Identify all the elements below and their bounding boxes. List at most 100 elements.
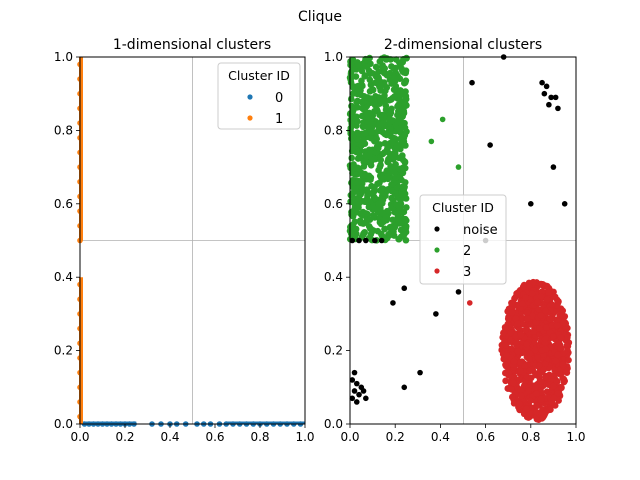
axes-1d-ytick-label: 1.0 xyxy=(54,50,73,64)
cluster-3-point xyxy=(558,384,565,392)
cluster-3-point xyxy=(507,329,515,337)
cluster-2-point xyxy=(359,123,367,131)
cluster-2-point xyxy=(388,181,395,189)
cluster-3-point xyxy=(523,405,531,413)
cluster-3-point xyxy=(523,340,531,348)
cluster-2-point xyxy=(368,182,375,190)
cluster-3-point xyxy=(529,278,537,286)
axes-2d-point-noise xyxy=(363,237,369,244)
cluster-2-point xyxy=(353,98,360,106)
cluster-3-point xyxy=(530,328,538,335)
cluster-3-point xyxy=(525,387,533,395)
cluster-3-point xyxy=(537,395,545,403)
cluster-2-point xyxy=(371,155,379,163)
cluster-3-point xyxy=(523,308,531,316)
cluster-2-point xyxy=(381,92,388,99)
axes-2d-point-noise xyxy=(351,388,358,394)
axes-2d-point-noise xyxy=(372,237,378,244)
cluster-3-point xyxy=(514,348,522,355)
cluster-3-point xyxy=(546,315,554,323)
axes-2d-legend-box xyxy=(419,194,507,285)
cluster-2-point xyxy=(374,127,382,135)
cluster-2-point xyxy=(379,62,386,69)
figure-suptitle: Clique xyxy=(298,9,342,25)
axes-1d-ytick-label: 0.2 xyxy=(54,344,73,358)
cluster-3-point xyxy=(532,383,539,391)
cluster-3-point xyxy=(508,309,516,316)
axes-2d-point-noise xyxy=(353,399,360,405)
cluster-3-point xyxy=(517,386,525,394)
cluster-3-point xyxy=(550,394,558,402)
cluster-2-point xyxy=(354,148,362,156)
axes-2d-point-noise xyxy=(552,94,559,101)
axes-2d-point-noise xyxy=(349,395,356,402)
cluster-3-point xyxy=(554,390,561,398)
cluster-3-point xyxy=(536,362,543,370)
axes-2d-point-noise xyxy=(363,395,369,402)
cluster-2-point xyxy=(379,150,387,158)
cluster-3-point xyxy=(548,322,556,329)
axes-2d-xtick-label: 0.2 xyxy=(386,430,405,444)
cluster-2-point xyxy=(357,169,365,176)
axes-2d-point-noise xyxy=(390,300,396,306)
cluster-2-point xyxy=(392,56,400,63)
axes-1d-xtick-label: 0.0 xyxy=(70,430,89,444)
cluster-3-point xyxy=(542,374,550,381)
cluster-2-point xyxy=(369,86,377,94)
axes-1d-xticks: 0.0 0.2 0.4 0.6 0.8 1.0 xyxy=(70,424,315,444)
cluster-3-point xyxy=(539,414,547,421)
cluster-3-point xyxy=(559,361,567,368)
cluster-2-point xyxy=(354,179,362,187)
axes-1d-title: 1-dimensional clusters xyxy=(113,37,271,53)
axes-1d-xtick-label: 0.4 xyxy=(160,430,179,444)
cluster-2-point xyxy=(361,72,369,79)
cluster-3-point xyxy=(533,390,540,398)
axes-1d-xtick-label: 0.6 xyxy=(205,430,224,444)
cluster-3-point xyxy=(528,290,536,297)
cluster-2-point xyxy=(397,115,404,123)
cluster-3-point xyxy=(551,366,558,374)
cluster-2-point xyxy=(392,144,400,152)
cluster-3-point xyxy=(503,351,511,359)
cluster-3-point xyxy=(541,360,549,368)
cluster-2-point xyxy=(347,116,354,124)
axes-1d-clusters: 1-dimensional clusters 0.0 0.2 0.4 0.6 0.8 1.… xyxy=(54,37,315,444)
cluster-2-point xyxy=(375,122,383,130)
axes-2d-point-noise xyxy=(401,384,408,391)
cluster-2-point xyxy=(377,156,385,164)
cluster-3-point xyxy=(510,379,517,387)
cluster-2-point xyxy=(385,155,392,163)
cluster-3-point xyxy=(511,295,518,302)
axes-2d-point-noise xyxy=(356,391,362,398)
axes-2d-point-noise xyxy=(539,79,545,86)
cluster-2-point xyxy=(390,65,398,72)
cluster-2-point xyxy=(377,161,384,169)
cluster-3-point xyxy=(517,331,525,339)
cluster-3-point xyxy=(526,350,534,358)
cluster-3-point xyxy=(512,315,520,322)
cluster-2-point xyxy=(390,86,398,93)
axes-2d-legend-marker-2 xyxy=(434,247,440,253)
cluster-2-point xyxy=(378,114,386,121)
cluster-3-point xyxy=(548,301,556,309)
cluster-2-point xyxy=(348,154,356,162)
cluster-2-point xyxy=(359,186,367,194)
cluster-2-point xyxy=(350,90,357,97)
cluster-2-point xyxy=(400,138,407,145)
cluster-2-point xyxy=(357,219,365,227)
axes-2d-legend-marker-noise xyxy=(434,226,440,232)
axes-1d-frame xyxy=(79,56,306,425)
cluster-3-point xyxy=(545,289,552,296)
cluster-3-point xyxy=(532,319,540,326)
cluster-2-point xyxy=(349,83,357,91)
cluster-2-point xyxy=(360,93,368,100)
axes-1d-legend-box xyxy=(217,62,301,130)
cluster-2-point xyxy=(350,199,358,206)
axes-1d-yticks: 0.0 0.2 0.4 0.6 0.8 1.0 xyxy=(54,50,80,431)
cluster-3-point xyxy=(517,367,524,375)
axes-2d-legend-label-3: 3 xyxy=(463,265,471,280)
axes-2d-point-noise xyxy=(401,285,408,292)
cluster-2-point xyxy=(388,204,395,212)
cluster-2-point xyxy=(401,164,409,172)
cluster-3-point xyxy=(554,351,562,359)
